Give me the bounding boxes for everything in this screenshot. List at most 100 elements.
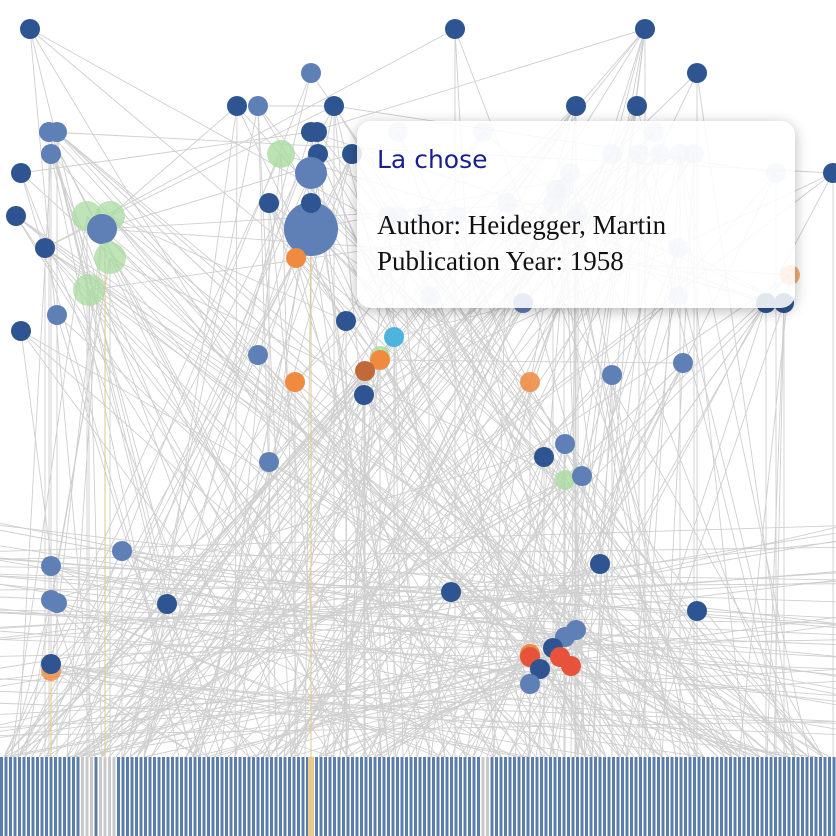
timeline-bar[interactable] — [823, 757, 827, 836]
timeline-bar[interactable] — [36, 757, 39, 836]
publication-node[interactable] — [324, 96, 344, 116]
timeline-bar[interactable] — [306, 757, 309, 836]
timeline-bar[interactable] — [297, 757, 300, 836]
timeline-bar[interactable] — [765, 757, 768, 836]
timeline-bar[interactable] — [616, 757, 620, 836]
timeline-bar[interactable] — [774, 757, 777, 836]
timeline-bar[interactable] — [756, 757, 759, 836]
timeline-bar[interactable] — [720, 757, 723, 836]
publication-node[interactable] — [286, 248, 306, 268]
timeline-bar[interactable] — [675, 757, 678, 836]
timeline-bar[interactable] — [171, 757, 174, 836]
timeline-bar[interactable] — [252, 757, 255, 836]
publication-node[interactable] — [627, 96, 647, 116]
timeline-bar[interactable] — [576, 757, 579, 836]
timeline-bar[interactable] — [387, 757, 390, 836]
publication-node[interactable] — [590, 554, 610, 574]
timeline-bar[interactable] — [108, 757, 111, 836]
timeline-bar[interactable] — [126, 757, 129, 836]
timeline-bar[interactable] — [175, 757, 179, 836]
publication-node[interactable] — [566, 96, 586, 116]
timeline-bar[interactable] — [355, 757, 359, 836]
publication-node[interactable] — [259, 193, 279, 213]
timeline-bar[interactable] — [657, 757, 660, 836]
publication-node[interactable] — [687, 601, 707, 621]
timeline-bar[interactable] — [666, 757, 669, 836]
publication-node[interactable] — [301, 63, 321, 83]
timeline-bar[interactable] — [508, 757, 512, 836]
timeline-bar[interactable] — [643, 757, 647, 836]
timeline-bar[interactable] — [369, 757, 372, 836]
timeline-bar[interactable] — [801, 757, 804, 836]
publication-node[interactable] — [20, 19, 40, 39]
timeline-bar[interactable] — [693, 757, 696, 836]
timeline-bar[interactable] — [135, 757, 138, 836]
publication-node[interactable] — [248, 96, 268, 116]
timeline-bar[interactable] — [184, 757, 188, 836]
timeline-bar[interactable] — [396, 757, 399, 836]
timeline-bar[interactable] — [261, 757, 264, 836]
timeline-bar[interactable] — [688, 757, 692, 836]
publication-node[interactable] — [336, 311, 356, 331]
timeline-bar[interactable] — [787, 757, 791, 836]
timeline-bar[interactable] — [625, 757, 629, 836]
timeline-bar[interactable] — [85, 757, 89, 836]
timeline-bar[interactable] — [589, 757, 593, 836]
timeline-bar[interactable] — [630, 757, 633, 836]
timeline-bar[interactable] — [405, 757, 408, 836]
publication-node[interactable] — [534, 447, 554, 467]
timeline-bar[interactable] — [265, 757, 269, 836]
timeline-bar[interactable] — [112, 757, 116, 836]
timeline-bar[interactable] — [81, 757, 84, 836]
timeline-bar[interactable] — [585, 757, 588, 836]
publication-node[interactable] — [555, 470, 575, 490]
timeline-bar[interactable] — [256, 757, 260, 836]
timeline-bar[interactable] — [54, 757, 57, 836]
timeline-bar[interactable] — [90, 757, 93, 836]
timeline-bar[interactable] — [22, 757, 26, 836]
publication-node[interactable] — [370, 350, 390, 370]
timeline-bar[interactable] — [414, 757, 417, 836]
timeline-bar[interactable] — [288, 757, 291, 836]
timeline-bar[interactable] — [661, 757, 665, 836]
timeline-bar[interactable] — [526, 757, 530, 836]
timeline-bar[interactable] — [562, 757, 566, 836]
timeline-bar[interactable] — [292, 757, 296, 836]
timeline-bar[interactable] — [778, 757, 782, 836]
timeline-bar[interactable] — [76, 757, 80, 836]
timeline-bar[interactable] — [513, 757, 516, 836]
timeline-bar[interactable] — [202, 757, 206, 836]
timeline-bar[interactable] — [247, 757, 251, 836]
publication-node[interactable] — [87, 214, 117, 244]
timeline-bar[interactable] — [121, 757, 125, 836]
timeline-bar[interactable] — [670, 757, 674, 836]
timeline-bar[interactable] — [702, 757, 705, 836]
timeline-bar[interactable] — [193, 757, 197, 836]
timeline-bar[interactable] — [580, 757, 584, 836]
timeline-bar[interactable] — [157, 757, 161, 836]
timeline-bar[interactable] — [189, 757, 192, 836]
publication-node[interactable] — [6, 206, 26, 226]
timeline-bar[interactable] — [549, 757, 552, 836]
timeline-bar[interactable] — [760, 757, 764, 836]
timeline-bar[interactable] — [711, 757, 714, 836]
timeline-bar[interactable] — [792, 757, 795, 836]
timeline-bar[interactable] — [418, 757, 422, 836]
timeline-bar[interactable] — [769, 757, 773, 836]
timeline-bar[interactable] — [459, 757, 462, 836]
publication-node[interactable] — [248, 345, 268, 365]
publication-node[interactable] — [11, 163, 31, 183]
timeline-bar[interactable] — [427, 757, 431, 836]
timeline-bar[interactable] — [148, 757, 152, 836]
timeline-bar[interactable] — [504, 757, 507, 836]
publication-node[interactable] — [530, 659, 550, 679]
timeline-bar[interactable] — [270, 757, 273, 836]
timeline-bar[interactable] — [432, 757, 435, 836]
timeline-bar[interactable] — [832, 757, 836, 836]
timeline-bar[interactable] — [117, 757, 120, 836]
timeline-bar[interactable] — [517, 757, 521, 836]
timeline-bar[interactable] — [180, 757, 183, 836]
publication-node[interactable] — [11, 321, 31, 341]
timeline-bar[interactable] — [234, 757, 237, 836]
timeline-bar[interactable] — [238, 757, 242, 836]
